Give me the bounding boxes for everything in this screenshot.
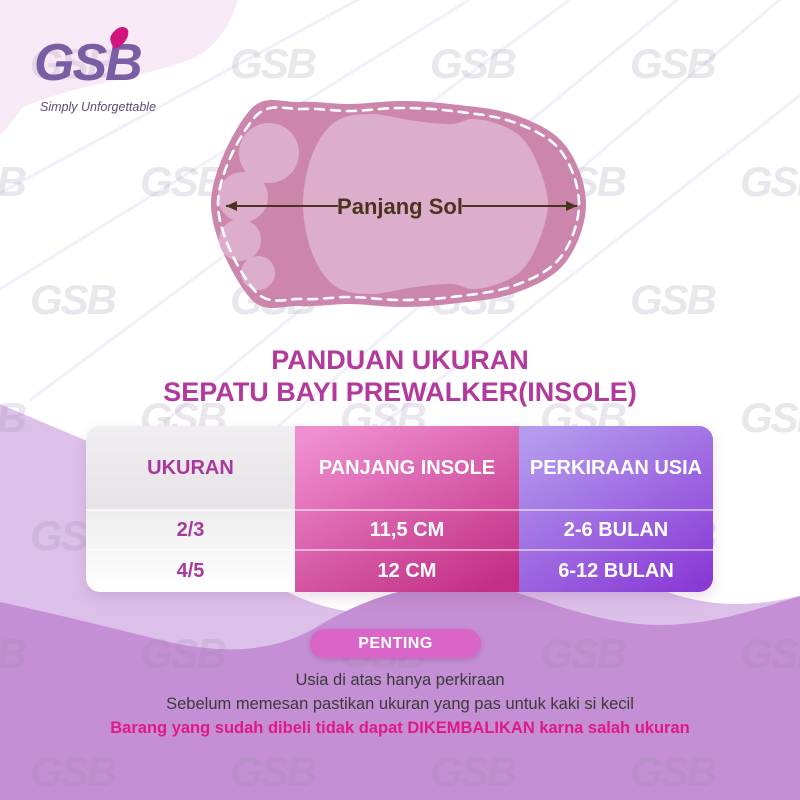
svg-text:Panjang Sol: Panjang Sol: [337, 194, 463, 219]
